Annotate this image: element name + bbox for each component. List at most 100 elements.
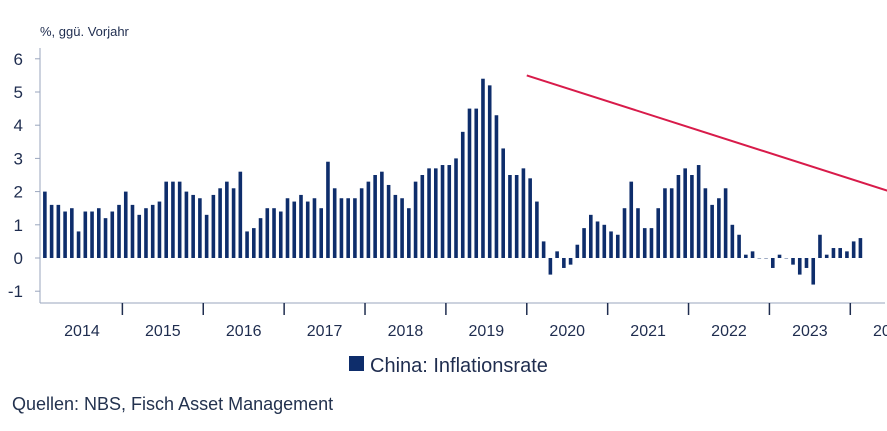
bar <box>669 188 674 258</box>
bar <box>312 198 317 258</box>
bar <box>737 234 741 258</box>
bar <box>609 231 613 258</box>
bar <box>568 258 573 265</box>
bar <box>278 211 283 258</box>
bar <box>150 204 155 258</box>
bar <box>299 194 303 258</box>
bar <box>696 165 701 258</box>
bar <box>717 198 721 258</box>
x-tick-label: 2017 <box>307 323 343 340</box>
bar <box>211 194 216 258</box>
bar <box>548 258 553 275</box>
y-tick-label: 2 <box>14 183 23 202</box>
x-tick-label: 2024 <box>873 323 887 340</box>
bar <box>831 248 836 258</box>
bar <box>555 251 559 258</box>
bar <box>622 208 627 258</box>
bar <box>467 108 472 258</box>
x-tick-label: 2018 <box>388 323 424 340</box>
bar <box>117 204 121 258</box>
x-tick-label: 2020 <box>549 323 585 340</box>
bar <box>562 258 566 268</box>
bar <box>838 248 842 258</box>
bar <box>433 168 438 258</box>
y-axis: -1 0 1 2 3 4 5 6 <box>8 48 41 303</box>
bar <box>90 211 94 258</box>
bar <box>528 178 532 258</box>
bar <box>454 158 458 258</box>
bar <box>305 201 310 258</box>
trend-arrow-line <box>526 74 887 192</box>
trend-arrow <box>526 74 887 192</box>
bar <box>231 188 236 258</box>
bar <box>521 168 526 258</box>
bar <box>501 148 505 258</box>
bar <box>332 188 337 258</box>
bar <box>582 228 586 258</box>
bar <box>595 221 600 258</box>
bar <box>339 198 344 258</box>
bar <box>649 228 654 258</box>
bar <box>541 241 546 258</box>
x-tick-label: 2014 <box>64 323 100 340</box>
bar <box>730 224 735 258</box>
bar <box>103 218 108 258</box>
x-tick-label: 2016 <box>226 323 262 340</box>
bar <box>83 211 88 258</box>
bar <box>407 208 411 258</box>
bar <box>144 208 148 258</box>
bar <box>690 175 694 258</box>
bar <box>797 258 802 275</box>
legend-swatch <box>349 356 364 371</box>
bar <box>164 181 168 258</box>
bar <box>804 258 809 268</box>
x-axis: 2014 2015 2016 2017 2018 2019 2020 2021 2022 2023… <box>40 302 887 340</box>
bar <box>811 258 816 285</box>
bar <box>238 171 243 258</box>
bar <box>858 238 863 258</box>
bar <box>845 251 849 258</box>
bar <box>123 191 128 258</box>
y-tick-label: 6 <box>14 50 23 69</box>
bar <box>851 241 856 258</box>
bar <box>791 258 795 265</box>
bar <box>683 168 687 258</box>
bar <box>157 201 162 258</box>
bar <box>96 208 101 258</box>
bar <box>258 218 263 258</box>
y-tick-label: 3 <box>14 149 23 168</box>
bar <box>656 208 661 258</box>
bar <box>218 188 222 258</box>
bar <box>49 204 54 258</box>
y-tick-label: 4 <box>14 116 23 135</box>
y-axis-unit-label: %, ggü. Vorjahr <box>40 24 130 39</box>
bar <box>474 108 479 258</box>
bar <box>285 198 290 258</box>
bar <box>191 194 195 258</box>
bar <box>63 211 67 258</box>
bar <box>440 165 445 258</box>
bar <box>615 234 620 258</box>
bar <box>171 181 175 258</box>
bar <box>447 165 452 258</box>
bar <box>535 201 539 258</box>
bar <box>514 175 519 258</box>
bar-series <box>43 78 863 285</box>
bar <box>380 171 384 258</box>
bar <box>703 188 708 258</box>
bar <box>824 254 829 258</box>
bar <box>481 78 485 258</box>
bar <box>198 198 202 258</box>
legend-label: China: Inflationsrate <box>370 355 548 377</box>
bar <box>70 208 74 258</box>
source-note: Quellen: NBS, Fisch Asset Management <box>12 394 334 414</box>
bar <box>487 85 492 258</box>
bar <box>245 231 249 258</box>
bar <box>292 201 297 258</box>
bar <box>177 181 182 258</box>
x-tick-label: 2019 <box>469 323 505 340</box>
bar <box>777 254 782 258</box>
bar <box>400 198 404 258</box>
bar <box>359 188 364 258</box>
